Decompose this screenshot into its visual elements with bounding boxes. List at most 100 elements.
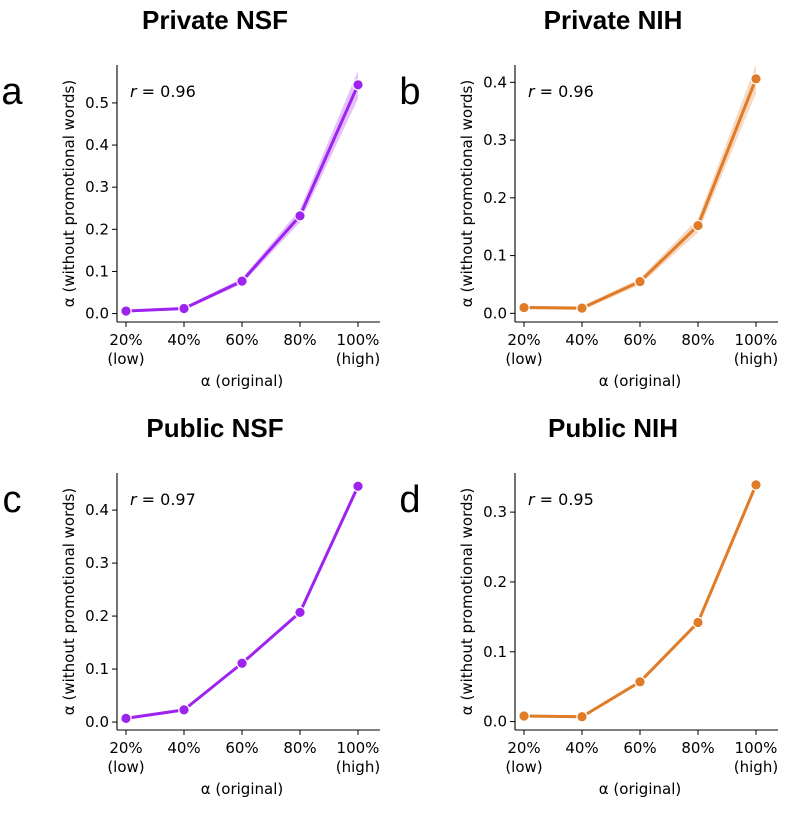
x-subtick-label: (high) — [336, 350, 380, 368]
y-tick-label: 0.2 — [483, 189, 507, 207]
x-subtick-label: (high) — [734, 758, 778, 776]
x-tick-label: 20% — [507, 739, 540, 757]
y-axis-label: α (without promotional words) — [60, 80, 78, 307]
chart-private-nih: Private NIH b 0.0 0.1 0.2 0.3 0.4 20%(low) 40% 60… — [399, 5, 778, 390]
panel-letter: b — [399, 71, 420, 113]
x-tick-label: 60% — [623, 739, 656, 757]
data-point — [120, 712, 132, 725]
data-point — [634, 275, 646, 288]
x-axis-label: α (original) — [599, 372, 681, 390]
correlation-value: = 0.96 — [137, 82, 196, 101]
correlation-var: r — [130, 490, 138, 509]
y-tick-label: 0.1 — [483, 643, 507, 661]
chart-private-nsf: Private NSF a 0.0 0.1 0.2 0.3 0.4 0.5 20%(low) 40… — [1, 5, 380, 390]
x-tick-label: 60% — [623, 331, 656, 349]
y-tick-label: 0.3 — [483, 503, 507, 521]
data-point — [236, 275, 248, 287]
panel-private-nsf: Private NSF a 0.0 0.1 0.2 0.3 0.4 0.5 20% (low) 40… — [0, 0, 398, 408]
x-tick-label: 60% — [225, 331, 258, 349]
y-tick-label: 0.3 — [483, 131, 507, 149]
data-point — [692, 616, 704, 629]
x-subtick-label: (low) — [505, 350, 542, 368]
correlation-var: r — [528, 490, 536, 509]
chart-title: Public NSF — [146, 413, 283, 443]
series-line — [125, 485, 360, 720]
panel-private-nih: Private NIH b 0.0 0.1 0.2 0.3 0.4 20% (low) 40% 60… — [398, 0, 796, 408]
chart-title: Public NIH — [548, 413, 678, 443]
y-tick-label: 0.5 — [85, 94, 109, 112]
x-tick-label: 100% — [337, 739, 380, 757]
confidence-band — [524, 64, 756, 311]
y-tick-label: 0.1 — [483, 247, 507, 265]
y-tick-label: 0.0 — [483, 304, 507, 322]
data-point — [750, 479, 762, 491]
data-point — [576, 302, 588, 314]
correlation-annotation: r = 0.95 — [528, 490, 594, 509]
y-axis-label: α (without promotional words) — [458, 80, 476, 307]
x-subtick-label: (low) — [505, 758, 542, 776]
y-tick-label: 0.0 — [483, 713, 507, 731]
x-tick-label: 40% — [565, 331, 598, 349]
x-tick-label: 20% — [507, 331, 540, 349]
chart-public-nsf: Public NSF c 0.0 0.1 0.2 0.3 0.4 20%(low) 40% 60%… — [3, 413, 381, 798]
data-point — [178, 302, 190, 315]
series-line — [523, 78, 758, 310]
y-axis-label: α (without promotional words) — [458, 488, 476, 715]
x-subtick-label: (high) — [336, 758, 380, 776]
y-tick-label: 0.1 — [85, 660, 109, 678]
x-tick-label: 40% — [167, 739, 200, 757]
y-tick-label: 0.0 — [85, 713, 109, 731]
y-tick-label: 0.3 — [85, 178, 109, 196]
correlation-var: r — [528, 82, 536, 101]
x-axis-label: α (original) — [201, 372, 283, 390]
y-tick-label: 0.2 — [483, 573, 507, 591]
chart-title: Private NIH — [544, 5, 683, 35]
data-point — [236, 657, 248, 670]
x-tick-label: 80% — [283, 739, 316, 757]
x-tick-label: 20% — [109, 331, 142, 349]
y-tick-label: 0.4 — [483, 73, 507, 91]
panel-public-nsf: Public NSF c 0.0 0.1 0.2 0.3 0.4 20% (low) 40% 60%… — [0, 408, 398, 816]
data-point — [634, 676, 646, 688]
x-subtick-label: (high) — [734, 350, 778, 368]
y-tick-label: 0.3 — [85, 554, 109, 572]
x-axis-label: α (original) — [599, 780, 681, 798]
y-tick-label: 0.4 — [85, 501, 109, 519]
x-tick-label: 40% — [565, 739, 598, 757]
y-tick-label: 0.1 — [85, 262, 109, 280]
x-tick-label: 80% — [681, 739, 714, 757]
panel-letter: d — [399, 479, 420, 521]
x-axis-label: α (original) — [201, 780, 283, 798]
panel-letter: a — [1, 71, 23, 113]
data-point — [294, 210, 306, 222]
x-tick-label: 40% — [167, 331, 200, 349]
chart-public-nih: Public NIH d 0.0 0.1 0.2 0.3 20%(low) 40% 60% 80%… — [399, 413, 778, 798]
x-tick-label: 80% — [283, 331, 316, 349]
y-tick-label: 0.0 — [85, 305, 109, 323]
correlation-annotation: r = 0.97 — [130, 490, 196, 509]
data-point — [692, 219, 704, 232]
correlation-annotation: r = 0.96 — [528, 82, 594, 101]
data-point — [352, 79, 364, 91]
x-tick-label: 100% — [735, 331, 778, 349]
data-point — [518, 301, 530, 314]
x-tick-label: 100% — [735, 739, 778, 757]
x-subtick-label: (low) — [107, 758, 144, 776]
x-tick-label: 80% — [681, 331, 714, 349]
y-tick-label: 0.2 — [85, 607, 109, 625]
data-point — [518, 710, 530, 722]
data-point — [576, 710, 588, 723]
data-point — [750, 73, 762, 85]
correlation-value: = 0.96 — [535, 82, 594, 101]
correlation-value: = 0.97 — [137, 490, 196, 509]
x-tick-label: 20% — [109, 739, 142, 757]
data-point — [178, 704, 190, 716]
data-point — [352, 480, 364, 493]
y-tick-label: 0.2 — [85, 220, 109, 238]
y-axis-label: α (without promotional words) — [60, 488, 78, 715]
x-subtick-label: (low) — [107, 350, 144, 368]
data-point — [294, 606, 306, 619]
x-tick-label: 60% — [225, 739, 258, 757]
correlation-value: = 0.95 — [535, 490, 594, 509]
y-tick-label: 0.4 — [85, 136, 109, 154]
